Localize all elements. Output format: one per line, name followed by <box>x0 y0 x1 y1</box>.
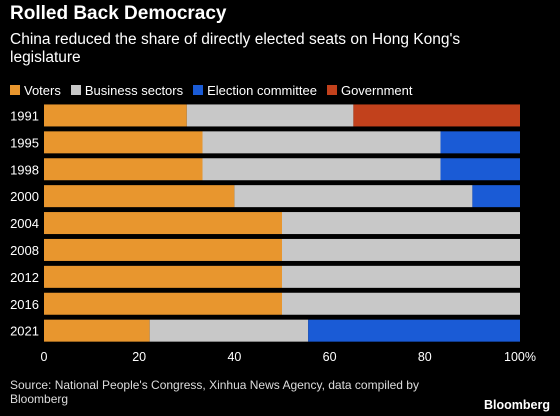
x-tick-label-0: 0 <box>41 350 48 364</box>
category-label-2000: 2000 <box>10 189 39 204</box>
brand-logo: Bloomberg <box>484 398 550 412</box>
bar-1995-election-committee <box>440 131 520 154</box>
bar-1991-business-sectors <box>186 104 354 127</box>
x-tick-label-100: 100% <box>504 350 536 364</box>
bar-2000-business-sectors <box>234 185 473 208</box>
category-label-1998: 1998 <box>10 162 39 177</box>
bar-2021-voters <box>44 319 150 342</box>
bar-2016-business-sectors <box>282 292 520 315</box>
legend-label-business-sectors: Business sectors <box>84 82 184 98</box>
x-tick-label-60: 60 <box>323 350 337 364</box>
legend: Voters Business sectors Election committ… <box>10 82 423 98</box>
legend-item-election-committee: Election committee <box>193 83 317 98</box>
legend-label-government: Government <box>340 82 413 98</box>
category-label-1991: 1991 <box>10 108 39 123</box>
bar-2016-voters <box>44 292 282 315</box>
legend-swatch-business-sectors <box>70 85 81 95</box>
chart-subtitle: China reduced the share of directly elec… <box>10 31 461 66</box>
bar-1991-government <box>353 104 520 127</box>
category-label-2008: 2008 <box>10 243 39 258</box>
legend-label-voters: Voters <box>24 82 61 98</box>
category-label-2016: 2016 <box>10 297 39 312</box>
bar-1991-voters <box>44 104 187 127</box>
x-tick-label-40: 40 <box>227 350 241 364</box>
x-tick-label-80: 80 <box>418 350 432 364</box>
legend-label-election-committee: Election committee <box>207 82 317 98</box>
x-tick-label-20: 20 <box>132 350 146 364</box>
category-label-2012: 2012 <box>10 270 39 285</box>
bar-1998-election-committee <box>440 158 520 181</box>
bar-2004-voters <box>44 212 282 235</box>
bar-2004-business-sectors <box>282 212 520 235</box>
bar-2008-voters <box>44 238 282 261</box>
bar-2021-business-sectors <box>149 319 309 342</box>
legend-item-business-sectors: Business sectors <box>70 82 184 98</box>
bar-1998-business-sectors <box>202 158 441 181</box>
bar-2000-voters <box>44 185 235 208</box>
category-label-2004: 2004 <box>10 216 39 231</box>
bar-1995-business-sectors <box>202 131 441 154</box>
chart-title: Rolled Back Democracy <box>10 3 227 24</box>
bar-2012-voters <box>44 265 282 288</box>
bar-2021-election-committee <box>308 319 520 342</box>
legend-item-voters: Voters <box>10 83 61 98</box>
source-note: Source: National People's Congress, Xinh… <box>10 378 419 406</box>
bar-2012-business-sectors <box>282 265 520 288</box>
legend-swatch-government <box>326 85 337 95</box>
legend-swatch-election-committee <box>193 85 204 95</box>
legend-swatch-voters <box>10 85 20 95</box>
category-label-1995: 1995 <box>10 135 39 150</box>
category-label-2021: 2021 <box>10 324 39 339</box>
bar-1995-voters <box>44 131 203 154</box>
bar-2000-election-committee <box>472 185 520 208</box>
bar-1998-voters <box>44 158 203 181</box>
legend-item-government: Government <box>326 82 413 98</box>
bar-2008-business-sectors <box>282 238 520 261</box>
